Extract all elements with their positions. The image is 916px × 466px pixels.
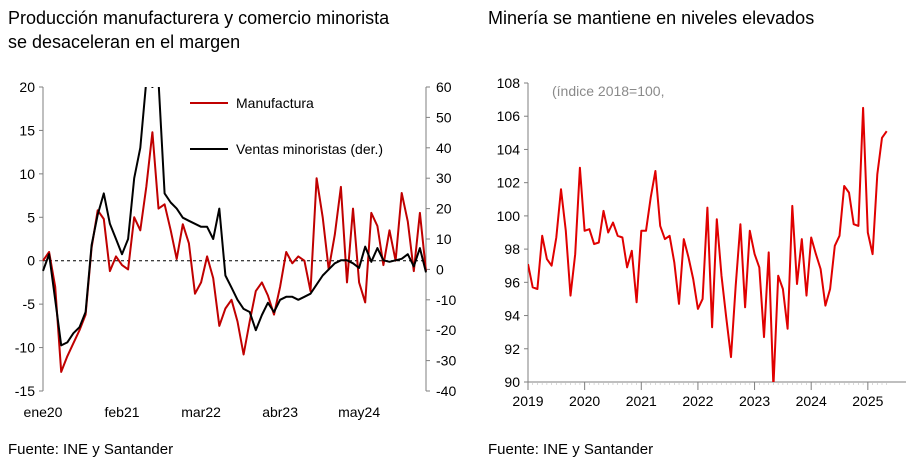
left-source: Fuente: INE y Santander [8,441,174,458]
mining-x-tick-label: 2025 [852,393,883,409]
legend-manufactura-label: Manufactura [236,95,314,111]
x-tick-label: feb21 [105,404,140,420]
y-right-tick-label: 50 [436,109,452,125]
right-chart: 108 106 104 102 100 98 96 94 92 90 2019 2020 2021 202… [497,75,906,409]
mining-x-tick-label: 2024 [796,393,827,409]
series-group [42,87,427,373]
mining-y-tick-label: 102 [497,175,521,191]
left-title-line1: Producción manufacturera y comercio mino… [8,8,390,28]
y-left-tick-label: -10 [15,340,35,356]
mining-y-tick-label: 94 [504,308,520,324]
y-left-tick-label: 5 [27,209,35,225]
mining-x-tick-label: 2023 [739,393,770,409]
mining-y-tick-label: 106 [497,108,521,124]
y-left-tick-label: -5 [23,296,36,312]
manufactura-line [42,131,427,373]
x-tick-label: mar22 [181,404,221,420]
y-right-tick-label: 30 [436,170,452,186]
y-right-tick-label: 10 [436,231,452,247]
left-chart-title: Producción manufacturera y comercio mino… [8,6,478,54]
x-tick-label: may24 [338,404,380,420]
left-title-line2: se desaceleran en el margen [8,32,241,52]
right-chart-title: Minería se mantiene en niveles elevados [488,8,815,28]
y-right-tick-label: 0 [436,261,444,277]
y-left-tick-label: 15 [19,122,35,138]
y-right-tick-label: 20 [436,201,452,217]
y-left-tick-label: 10 [19,166,35,182]
right-source: Fuente: INE y Santander [488,441,654,458]
y-right-tick-label: -20 [436,322,456,338]
y-left-tick-label: 0 [27,253,35,269]
y-right-tick-label: -40 [436,383,456,399]
mining-line [528,106,888,382]
mining-x-tick-label: 2021 [626,393,657,409]
y-right-tick-label: -10 [436,292,456,308]
ventas-line [42,87,427,347]
y-left-tick-label: -15 [15,383,35,399]
mining-y-tick-label: 98 [504,241,520,257]
mining-y-tick-label: 104 [497,141,521,157]
mining-y-tick-label: 92 [504,341,520,357]
y-right-tick-label: 40 [436,140,452,156]
mining-x-tick-label: 2022 [682,393,713,409]
legend-ventas-label: Ventas minoristas (der.) [236,141,383,157]
mining-x-tick-label: 2020 [569,393,600,409]
mining-y-tick-label: 100 [497,208,521,224]
y-left-tick-label: 20 [19,79,35,95]
mining-y-tick-label: 90 [504,374,520,390]
mining-y-tick-label: 108 [497,75,521,91]
left-chart: 20151050-5-10-156050403020100-10-20-30-4… [15,79,457,420]
mining-series-group [528,106,888,382]
x-tick-label: abr23 [262,404,298,420]
x-tick-label: ene20 [24,404,63,420]
mining-y-tick-label: 96 [504,274,520,290]
mining-note: (índice 2018=100, [552,83,664,99]
mining-x-tick-label: 2019 [512,393,543,409]
y-right-tick-label: -30 [436,353,456,369]
y-right-tick-label: 60 [436,79,452,95]
